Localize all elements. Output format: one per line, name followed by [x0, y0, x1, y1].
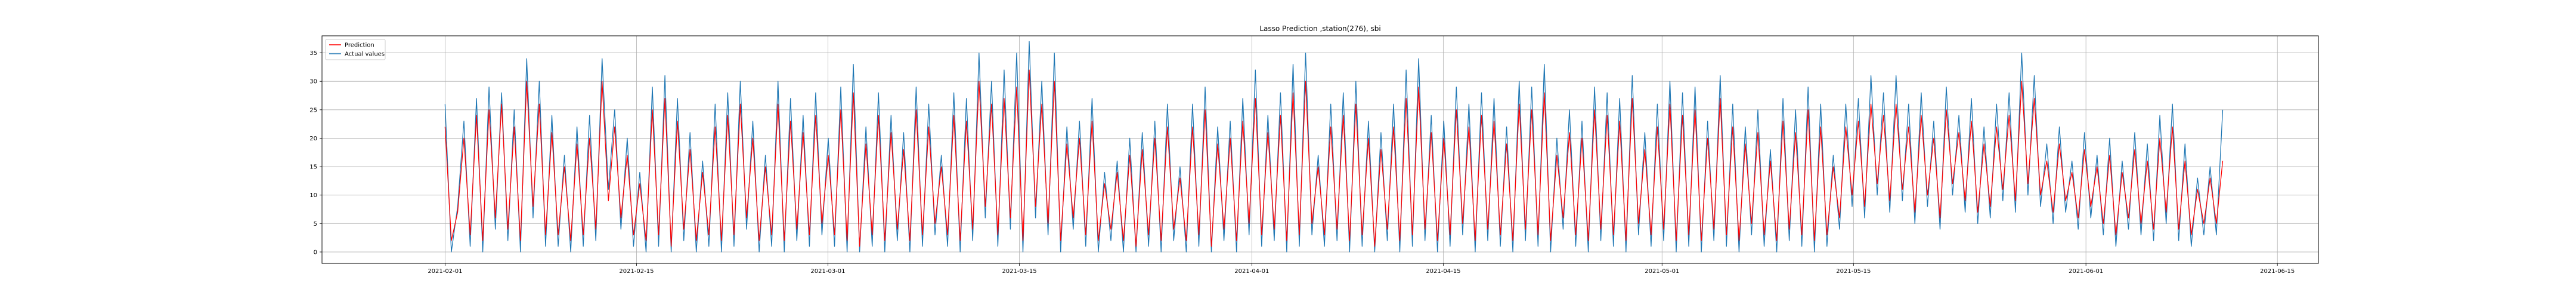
series-layer — [444, 41, 2224, 253]
y-tick-label: 20 — [309, 136, 317, 142]
legend: Prediction Actual values — [325, 39, 386, 60]
x-axis: 2021-02-01 2021-02-15 2021-03-01 2021-03-15… — [428, 263, 2295, 275]
chart-title: Lasso Prediction ,station(276), sbi — [1259, 24, 1380, 33]
y-tick-label: 10 — [309, 192, 317, 199]
legend-label-actual: Actual values — [345, 51, 385, 58]
y-tick-label: 5 — [314, 221, 317, 228]
y-tick-label: 15 — [309, 164, 317, 171]
plot-frame — [321, 35, 2319, 264]
x-tick-label: 2021-06-15 — [2260, 268, 2295, 275]
grid — [322, 36, 2318, 263]
plot-area — [322, 36, 2318, 263]
x-tick-label: 2021-05-15 — [1836, 268, 1871, 275]
y-tick-label: 0 — [314, 249, 317, 256]
x-tick-label: 2021-02-01 — [428, 268, 462, 275]
y-tick-label: 30 — [309, 79, 317, 85]
y-tick-label: 35 — [309, 50, 317, 57]
series-line-prediction — [444, 69, 2224, 247]
y-axis: 0 5 10 15 20 25 30 35 — [309, 50, 322, 256]
x-tick-label: 2021-03-15 — [1002, 268, 1036, 275]
x-tick-label: 2021-02-15 — [619, 268, 654, 275]
legend-label-prediction: Prediction — [345, 42, 374, 49]
x-tick-label: 2021-06-01 — [2069, 268, 2103, 275]
y-tick-label: 25 — [309, 107, 317, 113]
x-tick-label: 2021-04-01 — [1234, 268, 1269, 275]
x-tick-label: 2021-04-15 — [1426, 268, 1460, 275]
x-tick-label: 2021-05-01 — [1645, 268, 1679, 275]
x-tick-label: 2021-03-01 — [810, 268, 845, 275]
